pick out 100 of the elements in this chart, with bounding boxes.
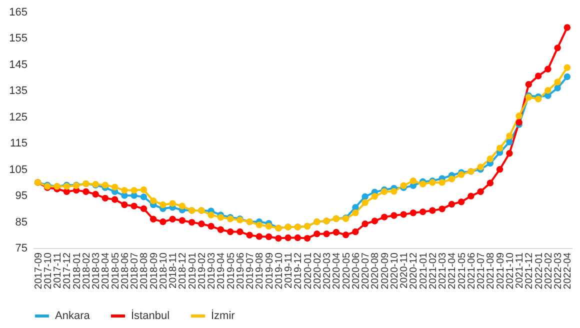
point xyxy=(208,212,214,218)
x-tick-label: 2020-10 xyxy=(389,252,400,290)
x-tick-label: 2018-07 xyxy=(130,252,141,290)
point xyxy=(256,222,263,228)
x-tick-label: 2019-01 xyxy=(187,252,198,290)
point xyxy=(102,194,109,202)
point xyxy=(323,230,330,238)
point xyxy=(534,72,542,80)
x-tick-label: 2022-03 xyxy=(553,252,564,290)
x-tick-label: 2018-09 xyxy=(148,252,160,290)
point xyxy=(342,232,350,238)
point xyxy=(534,96,542,102)
y-tick-label: 115 xyxy=(10,138,28,150)
point xyxy=(362,193,368,200)
point xyxy=(448,200,456,208)
point xyxy=(140,186,148,194)
point xyxy=(486,155,494,162)
point xyxy=(477,164,484,170)
point xyxy=(468,192,474,200)
x-tick-label: 2021-08 xyxy=(486,252,497,290)
point xyxy=(178,217,186,224)
y-tick-label: 105 xyxy=(9,164,28,176)
x-tick-label: 2021-11 xyxy=(514,252,526,288)
x-tick-label: 2021-06 xyxy=(466,252,478,290)
point xyxy=(371,192,378,200)
point xyxy=(362,199,368,206)
point xyxy=(121,201,128,208)
x-tick-label: 2019-02 xyxy=(196,252,208,290)
legend-label: İzmir xyxy=(211,309,236,322)
point xyxy=(111,184,118,191)
point xyxy=(332,228,340,236)
point xyxy=(496,144,504,152)
point xyxy=(564,64,571,71)
point xyxy=(477,188,484,195)
point xyxy=(169,216,176,223)
point xyxy=(140,205,148,212)
point xyxy=(429,207,436,214)
y-tick-label: 165 xyxy=(9,6,28,18)
legend-label: Ankara xyxy=(55,310,91,322)
x-tick-label: 2021-03 xyxy=(438,252,449,290)
point xyxy=(256,233,263,240)
y-tick-label: 85 xyxy=(15,216,28,228)
legend-label: İstanbul xyxy=(131,309,170,322)
point xyxy=(362,220,368,228)
x-tick-label: 2018-06 xyxy=(120,252,131,290)
point xyxy=(390,188,398,195)
point xyxy=(400,211,407,218)
x-tick-label: 2020-11 xyxy=(399,252,410,288)
point xyxy=(217,214,224,221)
x-tick-label: 2021-04 xyxy=(447,252,458,290)
x-tick-label: 2018-10 xyxy=(158,252,170,290)
x-tick-label: 2020-03 xyxy=(322,252,334,290)
point xyxy=(178,202,186,210)
point xyxy=(352,204,359,211)
point xyxy=(400,182,407,189)
point xyxy=(410,210,417,216)
x-tick-label: 2018-11 xyxy=(168,252,180,288)
point xyxy=(160,218,166,226)
point xyxy=(380,214,388,220)
x-tick-label: 2019-10 xyxy=(274,252,285,290)
point xyxy=(121,186,128,194)
x-tick-label: 2021-01 xyxy=(418,252,430,290)
point xyxy=(169,200,176,207)
x-tick-label: 2020-05 xyxy=(341,252,352,290)
x-tick-label: 2021-10 xyxy=(504,252,516,290)
point xyxy=(265,222,272,230)
point xyxy=(208,222,214,230)
x-tick-label: 2019-03 xyxy=(206,252,218,290)
point xyxy=(352,228,359,236)
x-tick-label: 2017-09 xyxy=(33,252,44,290)
point xyxy=(438,179,446,186)
x-tick-label: 2022-01 xyxy=(534,252,545,290)
point xyxy=(486,180,494,186)
point xyxy=(111,196,118,203)
point xyxy=(525,81,532,88)
point xyxy=(390,212,398,219)
x-tick-label: 2017-10 xyxy=(42,252,54,290)
point xyxy=(516,112,522,120)
y-tick-label: 95 xyxy=(15,190,28,202)
x-tick-label: 2019-05 xyxy=(226,252,237,290)
point xyxy=(130,186,138,194)
x-tick-label: 2019-06 xyxy=(235,252,246,290)
x-tick-label: 2019-08 xyxy=(254,252,266,290)
x-tick-label: 2018-05 xyxy=(110,252,122,290)
x-tick-label: 2021-05 xyxy=(456,252,468,290)
x-tick-label: 2020-04 xyxy=(332,252,343,290)
point xyxy=(92,190,99,198)
point xyxy=(438,206,446,212)
x-tick-label: 2018-04 xyxy=(100,252,112,290)
point xyxy=(198,220,205,228)
x-tick-label: 2020-01 xyxy=(302,252,314,290)
y-tick-label: 135 xyxy=(9,85,28,98)
point xyxy=(506,138,513,146)
x-tick-label: 2021-09 xyxy=(495,252,506,290)
point xyxy=(448,176,456,182)
x-tick-label: 2018-12 xyxy=(178,252,189,290)
point xyxy=(265,233,272,240)
point xyxy=(564,24,571,31)
point xyxy=(284,234,292,242)
point xyxy=(275,234,282,242)
